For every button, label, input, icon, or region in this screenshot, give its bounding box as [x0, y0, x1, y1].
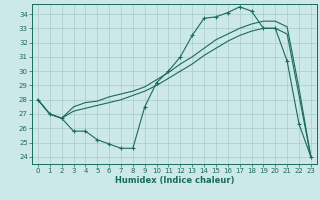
- X-axis label: Humidex (Indice chaleur): Humidex (Indice chaleur): [115, 176, 234, 185]
